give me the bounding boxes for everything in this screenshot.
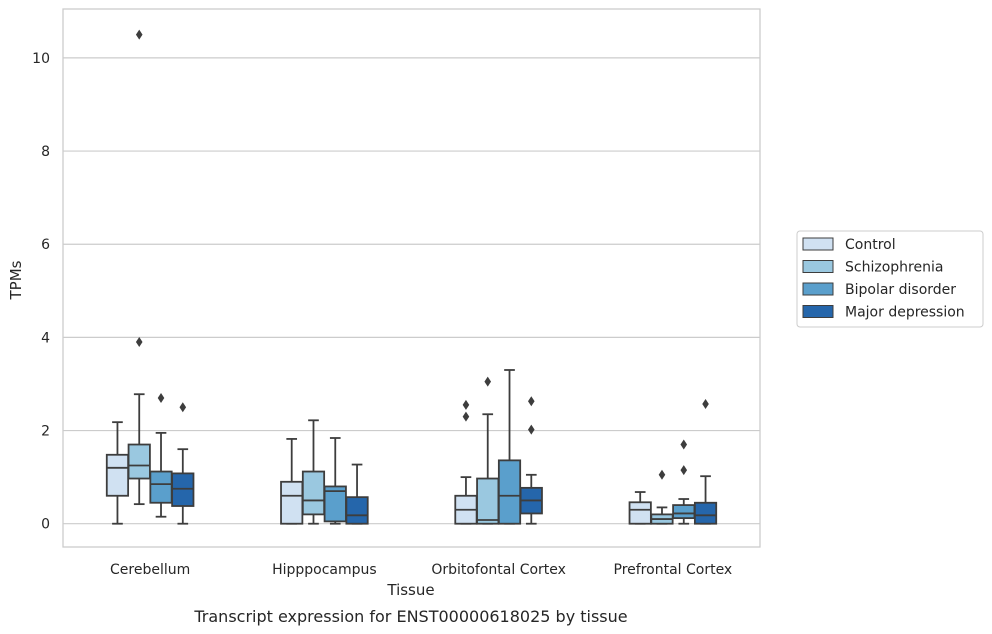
box-iqr	[105, 453, 130, 497]
y-axis-ticks: 0 2 4 6 8 10	[32, 51, 50, 533]
outlier-point	[658, 469, 666, 480]
outlier-point	[527, 424, 535, 435]
x-tick-label: Orbitofontal Cortex	[431, 562, 566, 578]
box-iqr	[280, 480, 304, 525]
legend-label: Major depression	[845, 305, 965, 321]
box-iqr	[628, 501, 652, 525]
outlier-point	[179, 402, 187, 413]
x-tick-label: Cerebellum	[110, 562, 190, 578]
box	[693, 398, 718, 525]
legend-swatch	[802, 237, 834, 251]
legend-swatch	[802, 305, 834, 318]
legend-frame	[796, 230, 984, 328]
plot-frame	[62, 8, 761, 548]
outlier-point	[462, 411, 470, 422]
outlier-point	[680, 465, 688, 476]
y-axis-title: TPMs	[7, 260, 25, 300]
box-iqr	[127, 443, 151, 480]
outlier-point	[680, 439, 688, 450]
legend: Control Schizophrenia Bipolar disorder Majo…	[796, 230, 984, 328]
legend-label: Control	[845, 237, 896, 253]
outlier-point	[702, 398, 709, 409]
box-iqr	[497, 459, 522, 525]
box-iqr	[672, 504, 696, 520]
box	[476, 376, 500, 525]
box	[628, 491, 652, 525]
box-group	[105, 29, 718, 525]
box	[519, 396, 543, 525]
y-tick-label: 8	[41, 144, 50, 160]
legend-swatch	[802, 260, 834, 273]
legend-label: Bipolar disorder	[845, 282, 956, 298]
box	[497, 369, 522, 525]
box	[149, 392, 173, 518]
y-tick-label: 0	[41, 517, 50, 533]
outlier-point	[527, 396, 535, 407]
box	[345, 463, 369, 525]
y-tick-label: 2	[41, 424, 50, 440]
box	[171, 402, 195, 525]
outlier-point	[157, 392, 165, 403]
x-tick-label: Prefrontal Cortex	[614, 562, 733, 578]
y-tick-label: 4	[41, 330, 50, 346]
box	[301, 419, 326, 525]
box-iqr	[345, 496, 369, 525]
outlier-point	[462, 399, 470, 410]
legend-label: Schizophrenia	[845, 260, 943, 276]
box-iqr	[301, 470, 326, 516]
box-iqr	[476, 477, 500, 525]
legend-swatch	[802, 282, 834, 296]
box	[650, 469, 674, 525]
box-iqr	[149, 470, 173, 504]
box-iqr	[171, 472, 195, 507]
box	[105, 421, 130, 525]
y-tick-label: 6	[41, 237, 50, 253]
x-tick-label: Hipppocampus	[272, 562, 377, 578]
plot-background	[63, 9, 760, 547]
box	[280, 438, 304, 525]
chart-title: Transcript expression for ENST0000061802…	[193, 607, 627, 626]
outlier-point	[484, 376, 492, 387]
y-tick-label: 10	[32, 51, 50, 67]
box-iqr	[693, 501, 718, 525]
x-axis-ticks: Cerebellum Hipppocampus Orbitofontal Corte…	[110, 562, 732, 578]
outlier-point	[135, 337, 143, 348]
box	[127, 29, 151, 506]
x-axis-title: Tissue	[386, 581, 434, 599]
outlier-point	[135, 29, 143, 40]
